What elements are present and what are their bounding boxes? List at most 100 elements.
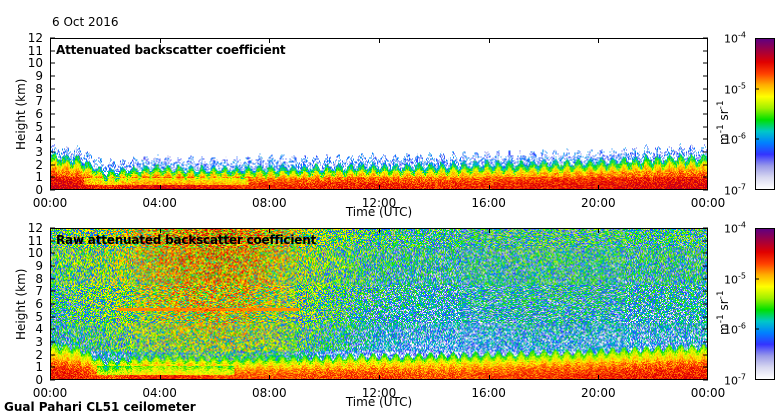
y-tick-mark: [703, 37, 708, 39]
y-tick-mark: [50, 379, 55, 381]
y-tick-label: 11: [27, 43, 43, 58]
colorbar-gradient-top: [756, 39, 774, 189]
y-tick-label: 11: [27, 233, 43, 248]
y-tick-mark: [50, 126, 55, 128]
y-tick-mark: [703, 278, 708, 280]
y-tick-mark: [50, 176, 55, 178]
x-tick-label: 12:00: [361, 386, 397, 400]
x-tick-mark: [379, 185, 380, 190]
y-tick-label: 12: [27, 221, 43, 235]
y-tick-mark: [703, 354, 708, 356]
y-tick-mark: [50, 328, 55, 330]
y-tick-mark: [50, 278, 55, 280]
y-tick-mark: [50, 366, 55, 368]
y-tick-mark: [703, 341, 708, 343]
panel-attenuated-backscatter: Attenuated backscatter coefficient: [50, 38, 708, 190]
panel-raw-attenuated-backscatter: Raw attenuated backscatter coefficient: [50, 228, 708, 380]
y-tick-mark: [703, 316, 708, 318]
x-tick-mark: [159, 185, 161, 190]
y-tick-label: 7: [35, 94, 43, 109]
y-tick-mark: [703, 379, 708, 381]
colorbar-tick-mark: [755, 138, 759, 140]
colorbar-gradient-bottom: [756, 229, 774, 379]
x-tick-label: 20:00: [581, 196, 616, 210]
x-tick-mark: [707, 375, 708, 380]
y-tick-label: 1: [35, 360, 43, 375]
heatmap-top: [51, 39, 707, 189]
y-tick-label: 1: [35, 170, 43, 185]
colorbar-bottom: [755, 228, 775, 380]
y-tick-mark: [50, 113, 55, 115]
y-tick-mark: [50, 50, 55, 52]
x-tick-mark: [159, 375, 161, 380]
y-tick-mark: [50, 62, 55, 64]
y-tick-mark: [703, 126, 708, 128]
y-tick-label: 5: [35, 309, 43, 324]
x-axis-label-bottom: Time (UTC): [345, 395, 413, 409]
y-tick-mark: [50, 290, 55, 292]
y-tick-mark: [703, 113, 708, 115]
colorbar-tick-label: 10-5: [724, 271, 746, 286]
x-axis-label-top: Time (UTC): [345, 205, 413, 219]
x-tick-mark: [379, 228, 380, 233]
x-tick-mark: [488, 375, 490, 380]
colorbar-tick-mark: [755, 328, 759, 330]
x-tick-mark: [707, 228, 708, 233]
y-tick-label: 0: [35, 373, 43, 387]
x-tick-label: 08:00: [252, 196, 287, 210]
x-tick-label: 00:00: [32, 386, 68, 400]
colorbar-top: [755, 38, 775, 190]
y-tick-mark: [703, 303, 708, 305]
y-tick-mark: [703, 252, 708, 254]
y-tick-mark: [703, 138, 708, 140]
x-tick-mark: [50, 38, 51, 43]
x-tick-mark: [598, 38, 600, 43]
colorbar-tick-mark: [755, 278, 759, 280]
x-tick-mark: [379, 38, 380, 43]
y-tick-mark: [50, 227, 55, 229]
y-tick-mark: [50, 189, 55, 191]
x-tick-mark: [488, 38, 490, 43]
x-tick-mark: [269, 375, 271, 380]
colorbar-tick-label: 10-7: [724, 372, 746, 388]
y-tick-label: 6: [35, 297, 43, 311]
x-tick-label: 00:00: [32, 196, 68, 210]
y-tick-label: 3: [35, 145, 43, 159]
y-tick-mark: [50, 88, 55, 90]
colorbar-label-bottom: m-1 sr-1: [716, 290, 731, 335]
colorbar-tick-label: 10-7: [724, 182, 746, 198]
y-tick-label: 9: [35, 259, 43, 273]
y-tick-label: 2: [35, 347, 43, 362]
x-tick-mark: [379, 375, 380, 380]
x-tick-mark: [50, 185, 51, 190]
x-tick-label: 00:00: [690, 196, 726, 210]
x-tick-mark: [269, 185, 271, 190]
x-tick-mark: [707, 38, 708, 43]
y-tick-mark: [703, 75, 708, 77]
instrument-footer: Gual Pahari CL51 ceilometer: [4, 400, 196, 414]
colorbar-tick-label: 10-6: [724, 132, 746, 147]
colorbar-tick-label: 10-4: [724, 30, 746, 46]
y-tick-label: 3: [35, 335, 43, 349]
x-tick-mark: [488, 228, 490, 233]
y-tick-mark: [703, 366, 708, 368]
y-tick-mark: [703, 176, 708, 178]
y-tick-label: 8: [35, 271, 43, 286]
y-tick-mark: [703, 50, 708, 52]
y-tick-label: 4: [35, 322, 43, 337]
colorbar-tick-mark: [755, 88, 759, 90]
y-tick-label: 7: [35, 284, 43, 299]
y-tick-mark: [50, 303, 55, 305]
y-tick-mark: [50, 265, 55, 267]
y-tick-label: 5: [35, 119, 43, 134]
y-tick-mark: [50, 240, 55, 242]
x-tick-label: 20:00: [581, 386, 616, 400]
x-tick-mark: [707, 185, 708, 190]
y-tick-label: 6: [35, 107, 43, 121]
y-tick-mark: [50, 151, 55, 153]
y-tick-mark: [50, 316, 55, 318]
y-tick-label: 9: [35, 69, 43, 83]
x-tick-label: 08:00: [252, 386, 287, 400]
y-tick-mark: [50, 37, 55, 39]
y-tick-label: 2: [35, 157, 43, 172]
